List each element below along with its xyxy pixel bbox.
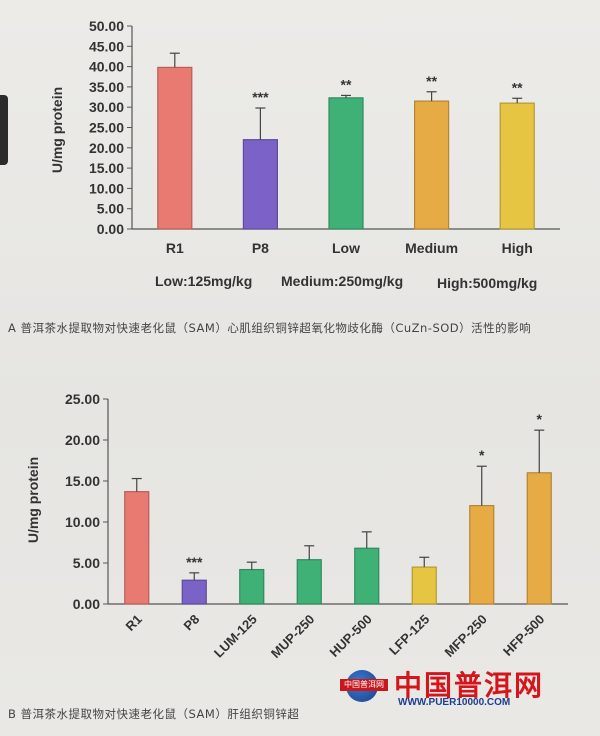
significance-mark: * <box>479 447 485 463</box>
x-tick-label: MUP-250 <box>268 612 317 661</box>
x-tick-label: P8 <box>181 612 203 634</box>
bar <box>242 139 278 230</box>
y-tick-label: 0.00 <box>73 596 100 612</box>
bar <box>181 579 207 605</box>
significance-mark: ** <box>512 79 523 95</box>
binder-edge <box>0 95 8 165</box>
watermark-badge: 中国普洱网 <box>340 679 388 691</box>
watermark-title: 中国普洱网 <box>394 669 545 702</box>
bar <box>354 547 380 605</box>
y-tick-label: 20.00 <box>89 140 124 156</box>
bar <box>239 568 265 605</box>
y-tick-label: 5.00 <box>97 201 124 217</box>
y-tick-label: 15.00 <box>65 473 100 489</box>
y-axis-label: U/mg protein <box>49 87 65 173</box>
y-tick-label: 15.00 <box>89 160 124 176</box>
significance-mark: *** <box>186 554 203 570</box>
y-tick-label: 25.00 <box>89 120 124 136</box>
y-tick-label: 30.00 <box>89 99 124 115</box>
x-tick-label: Medium <box>405 240 458 256</box>
bar <box>414 100 450 230</box>
significance-mark: * <box>537 411 543 427</box>
x-tick-label: High <box>502 240 533 256</box>
y-tick-label: 50.00 <box>89 18 124 34</box>
bar <box>526 472 552 605</box>
y-tick-label: 40.00 <box>89 59 124 75</box>
chart-a-cu-zn-sod-heart: 0.00 5.00 10.00 15.00 20.00 25.00 30.00 35.00 40… <box>49 18 560 256</box>
y-axis-label: U/mg protein <box>25 457 41 543</box>
y-tick-label: 10.00 <box>89 180 124 196</box>
watermark-url: WWW.PUER10000.COM <box>398 697 511 708</box>
bar <box>328 97 364 230</box>
x-tick-label: R1 <box>123 612 145 634</box>
caption-b: B 普洱茶水提取物对快速老化鼠（SAM）肝组织铜锌超 <box>8 707 300 721</box>
x-tick-label: P8 <box>252 240 269 256</box>
y-tick-label: 20.00 <box>65 432 100 448</box>
significance-mark: ** <box>426 73 437 89</box>
x-tick-label: LFP-125 <box>386 612 432 658</box>
y-tick-label: 25.00 <box>65 391 100 407</box>
significance-mark: *** <box>252 89 269 105</box>
x-tick-label: R1 <box>166 240 184 256</box>
y-tick-label: 5.00 <box>73 555 100 571</box>
x-tick-label: Low <box>332 240 360 256</box>
x-tick-label: HFP-500 <box>500 612 547 659</box>
dose-label-low: Low:125mg/kg <box>155 273 253 289</box>
bar <box>411 566 437 605</box>
bar <box>124 491 150 605</box>
x-tick-label: LUM-125 <box>211 612 260 661</box>
y-tick-label: 10.00 <box>65 514 100 530</box>
caption-a: A 普洱茶水提取物对快速老化鼠（SAM）心肌组织铜锌超氧化物歧化酶（CuZn-S… <box>8 321 532 335</box>
bar <box>499 102 535 230</box>
dose-label-medium: Medium:250mg/kg <box>281 273 404 289</box>
dose-label-high: High:500mg/kg <box>437 275 538 291</box>
bar <box>296 559 322 605</box>
x-tick-label: HUP-500 <box>326 612 374 660</box>
significance-mark: ** <box>341 76 352 92</box>
bar <box>469 504 495 605</box>
y-tick-label: 0.00 <box>97 221 124 237</box>
x-tick-label: MFP-250 <box>441 612 489 660</box>
y-tick-label: 35.00 <box>89 79 124 95</box>
watermark: 中国普洱网 中国普洱网 WWW.PUER10000.COM <box>338 664 596 710</box>
y-tick-label: 45.00 <box>89 38 124 54</box>
chart-b-cu-zn-sod-liver: 0.00 5.00 10.00 15.00 20.00 25.00 U/mg protein… <box>25 391 568 661</box>
bar <box>157 66 193 230</box>
